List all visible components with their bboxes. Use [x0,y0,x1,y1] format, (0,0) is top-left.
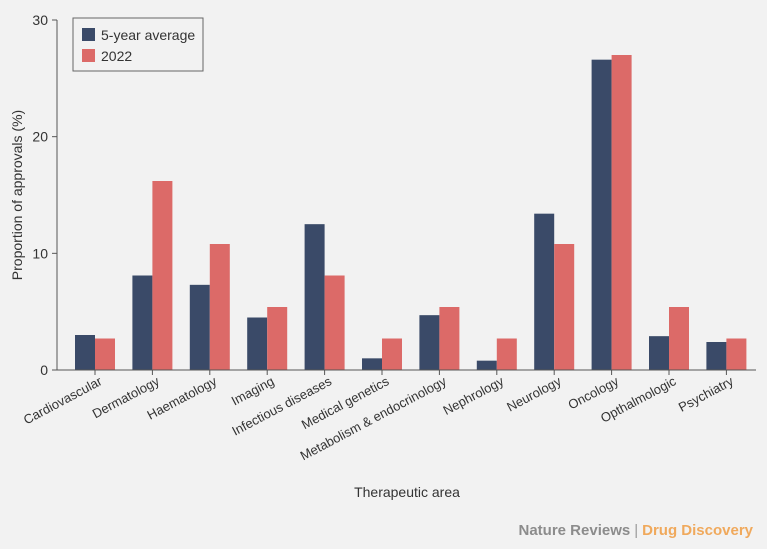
x-tick-label: Psychiatry [676,373,736,415]
y-tick-label: 20 [32,129,48,145]
journal-footer: Nature Reviews | Drug Discovery [519,522,754,539]
footer-brand: Nature Reviews [518,522,631,539]
bar-avg-0 [75,335,95,370]
bar-avg-4 [304,224,325,370]
bar-avg-8 [534,213,555,370]
legend-swatch-1 [82,49,95,62]
x-tick-label: Nephrology [440,373,506,418]
bar-avg-11 [706,342,727,370]
bar-2022-6 [439,307,460,370]
footer-journal: Drug Discovery [642,522,753,539]
bar-avg-2 [189,284,210,370]
bar-2022-5 [382,338,402,370]
y-tick-label: 30 [32,12,48,28]
bar-avg-3 [247,317,268,370]
bar-2022-3 [267,307,288,370]
legend-box [72,17,204,72]
y-tick-label: 10 [32,245,48,261]
x-axis-title: Therapeutic area [354,484,460,500]
bar-avg-5 [362,358,382,370]
y-tick-label: 0 [40,362,48,378]
bar-avg-9 [591,59,612,371]
bar-avg-10 [649,336,669,370]
bar-avg-6 [419,315,440,370]
bar-avg-7 [476,360,497,370]
bar-2022-2 [209,244,230,370]
bar-avg-1 [132,275,153,370]
x-tick-label: Cardiovascular [21,373,105,427]
bar-2022-11 [726,338,747,370]
bar-2022-7 [496,338,517,370]
x-tick-label: Infectious diseases [229,373,334,438]
bar-2022-8 [554,244,575,370]
bar-2022-1 [152,181,173,370]
bar-2022-9 [611,55,632,370]
legend-label-0: 5-year average [101,27,195,43]
bar-2022-4 [324,275,345,370]
legend-label-1: 2022 [101,48,132,64]
bars-group [75,55,747,371]
axes-group: 0 10 20 30 Proportion of approvals (%) Cardio… [9,12,756,500]
legend-swatch-0 [82,28,95,41]
legend: 5-year average 2022 [72,17,204,72]
footer-separator: | [634,522,639,539]
bar-2022-10 [669,307,689,370]
y-axis-title: Proportion of approvals (%) [9,110,25,280]
x-tick-label: Neurology [504,373,564,414]
bar-2022-0 [95,338,115,370]
